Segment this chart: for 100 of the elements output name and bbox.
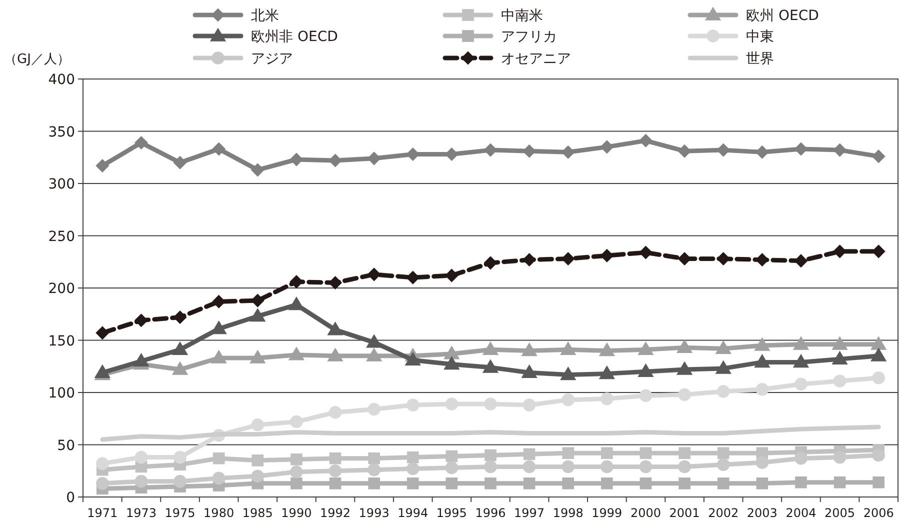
point bbox=[444, 346, 460, 360]
y-axis-title: （GJ／人） bbox=[4, 52, 70, 67]
x-tick-label: 2002 bbox=[708, 506, 739, 520]
x-tick-label: 1995 bbox=[436, 506, 467, 520]
point bbox=[289, 297, 304, 310]
point bbox=[445, 461, 458, 474]
point bbox=[640, 447, 652, 460]
point bbox=[833, 450, 846, 464]
point bbox=[639, 460, 652, 474]
legend-label: 世界 bbox=[746, 51, 774, 67]
point bbox=[871, 348, 886, 362]
y-tick-label: 300 bbox=[48, 176, 75, 192]
point bbox=[329, 452, 342, 464]
point bbox=[290, 478, 302, 490]
point bbox=[794, 142, 808, 156]
point bbox=[366, 334, 382, 348]
point bbox=[405, 352, 420, 366]
point bbox=[833, 374, 846, 388]
point bbox=[445, 148, 458, 161]
point bbox=[172, 342, 188, 356]
point bbox=[716, 361, 731, 374]
point bbox=[368, 452, 380, 464]
point bbox=[678, 388, 691, 401]
point bbox=[756, 456, 769, 469]
point bbox=[794, 378, 808, 391]
point bbox=[600, 392, 614, 406]
x-tick-label: 1993 bbox=[358, 506, 390, 520]
point bbox=[368, 268, 380, 281]
point bbox=[562, 460, 575, 474]
point bbox=[328, 348, 343, 362]
point bbox=[211, 350, 226, 364]
point bbox=[212, 472, 226, 485]
x-tick-label: 1996 bbox=[475, 506, 506, 520]
x-tick-label: 1980 bbox=[204, 506, 234, 520]
point bbox=[522, 253, 536, 266]
point bbox=[134, 474, 148, 488]
point bbox=[600, 140, 614, 154]
x-tick-label: 2003 bbox=[746, 506, 778, 520]
point bbox=[251, 418, 264, 432]
point bbox=[562, 146, 575, 159]
point bbox=[795, 476, 807, 488]
point bbox=[484, 460, 497, 474]
point bbox=[484, 449, 496, 462]
point bbox=[328, 154, 342, 167]
point bbox=[872, 371, 885, 384]
legend-label: 中東 bbox=[746, 29, 774, 45]
point bbox=[678, 460, 691, 474]
x-tick-label: 1990 bbox=[281, 506, 312, 520]
point bbox=[754, 354, 770, 368]
point bbox=[716, 144, 730, 156]
point bbox=[290, 153, 303, 166]
y-tick-label: 200 bbox=[48, 281, 75, 297]
point bbox=[832, 352, 848, 364]
point bbox=[638, 364, 654, 377]
x-tick-label: 1994 bbox=[398, 506, 428, 520]
x-tick-label: 1973 bbox=[126, 506, 156, 520]
point bbox=[446, 478, 458, 490]
point bbox=[444, 356, 460, 370]
point bbox=[640, 478, 652, 490]
point bbox=[600, 249, 614, 262]
point bbox=[134, 136, 148, 150]
y-tick-label: 350 bbox=[48, 124, 75, 140]
point bbox=[174, 474, 186, 488]
point bbox=[251, 164, 264, 176]
x-tick-label: 1975 bbox=[164, 506, 196, 520]
point bbox=[329, 478, 342, 490]
point bbox=[328, 276, 342, 290]
point bbox=[289, 347, 304, 360]
point bbox=[134, 354, 149, 367]
point bbox=[446, 450, 458, 462]
point bbox=[290, 275, 303, 288]
y-tick-label: 50 bbox=[57, 438, 75, 454]
point bbox=[717, 478, 730, 490]
point bbox=[717, 447, 730, 460]
point bbox=[600, 460, 614, 474]
point bbox=[445, 269, 458, 282]
point bbox=[212, 142, 226, 156]
point bbox=[368, 152, 380, 165]
point bbox=[368, 478, 380, 490]
point bbox=[872, 150, 885, 163]
point bbox=[872, 448, 885, 462]
y-tick-label: 250 bbox=[48, 228, 75, 245]
point bbox=[756, 253, 769, 266]
point bbox=[96, 159, 109, 172]
point bbox=[290, 466, 303, 478]
point bbox=[96, 326, 109, 340]
point bbox=[833, 144, 846, 156]
point bbox=[756, 478, 768, 490]
x-tick-label: 2004 bbox=[786, 506, 816, 520]
line-series bbox=[100, 424, 881, 442]
x-tick-label: 2001 bbox=[669, 506, 700, 520]
point bbox=[406, 398, 420, 412]
point bbox=[523, 478, 536, 490]
point bbox=[678, 447, 690, 460]
point bbox=[484, 144, 497, 156]
legend-label: 北米 bbox=[251, 8, 279, 24]
point bbox=[290, 415, 303, 428]
point bbox=[406, 451, 419, 464]
point bbox=[562, 252, 575, 266]
point bbox=[522, 398, 536, 412]
